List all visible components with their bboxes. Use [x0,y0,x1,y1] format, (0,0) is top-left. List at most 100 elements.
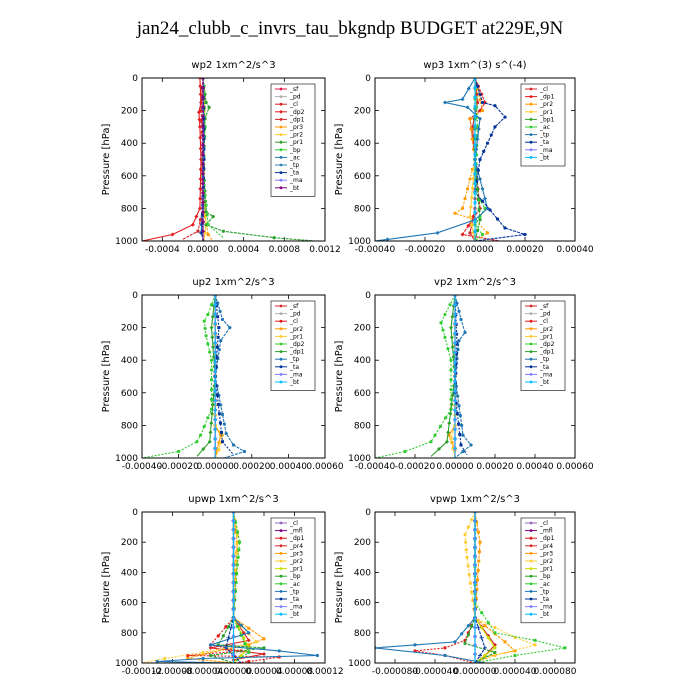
panel-title: wp3 1xm^(3) s^(-4) [423,60,526,71]
data-point [234,530,238,534]
legend-label: _ma [289,371,303,378]
x-tick-label: 0.00008 [276,667,313,677]
legend-marker [529,133,533,137]
legend-marker [529,380,533,384]
data-point [503,115,507,119]
data-point [198,196,203,201]
data-point [476,578,479,582]
y-axis-label: Pressure [hPa] [334,124,345,196]
data-point [199,109,203,113]
data-point [475,587,479,591]
data-point [454,371,458,375]
y-axis-label: Pressure [hPa] [101,341,112,413]
data-point [213,331,218,336]
data-point [493,650,497,655]
legend-label: _dp1 [539,349,555,356]
data-point [211,214,215,219]
data-point [460,206,465,210]
data-point [469,127,473,131]
legend-marker [529,95,533,98]
data-point [435,230,440,235]
data-point [206,312,210,317]
legend-marker [529,87,533,91]
legend-box [270,83,316,197]
legend-label: _ma [539,604,553,611]
data-point [211,345,216,350]
data-point [277,649,281,653]
plot-frame [374,511,576,664]
data-point [201,152,205,157]
legend-label: _bt [289,185,300,192]
data-point [201,171,205,176]
data-point [463,641,467,645]
legend-label: _ta [289,364,299,371]
data-point [243,642,247,646]
legend-marker [279,178,283,182]
y-tick-label: 800 [354,204,371,214]
legend-marker [279,380,283,384]
data-point [493,645,497,650]
y-tick-label: 800 [121,421,138,431]
data-point [222,422,226,426]
panel-title: up2 1xm^2/s^3 [192,277,274,288]
data-point [216,315,220,319]
data-point [453,302,457,307]
y-tick-label: 1000 [348,237,371,247]
y-tick-label: 1000 [115,659,138,669]
data-point [473,210,477,214]
legend-label: _ma [539,371,553,378]
y-tick-label: 800 [121,629,138,639]
legend-label: _pr1 [289,139,303,146]
data-point [201,104,205,109]
x-tick-label: 0.0008 [269,245,301,255]
legend-label: _pr2 [289,326,303,333]
legend-marker [529,612,533,616]
data-point [217,448,221,452]
data-point [483,206,487,210]
data-point [209,368,214,372]
plot-frame [141,77,326,242]
data-point [465,555,469,559]
data-point [219,430,223,434]
legend-label: _bt [289,611,300,618]
data-point [448,303,452,307]
data-point [216,402,220,406]
data-point [209,653,213,658]
data-point [473,124,477,128]
y-tick-label: 600 [354,389,371,399]
y-tick-label: 400 [354,139,371,149]
legend-label: _ta [289,170,299,177]
data-point [473,181,477,186]
data-point [213,379,218,384]
y-axis-label: Pressure [hPa] [101,552,112,624]
y-tick-label: 600 [121,172,138,182]
data-point [470,186,475,191]
legend-label: _dp1 [289,535,305,542]
data-point [198,218,202,222]
panel-title: wp2 1xm^2/s^3 [191,60,275,71]
data-point [454,401,458,405]
data-point [453,360,457,365]
data-point [203,92,207,96]
legend-marker [279,148,283,152]
data-point [247,643,251,647]
data-point [453,427,457,432]
data-point [196,229,200,233]
legend-marker [529,125,533,129]
data-point [198,186,203,191]
data-point [208,645,213,650]
data-point [234,580,238,584]
legend-marker [529,350,533,353]
legend-label: _dp2 [289,109,305,116]
x-tick-label: 0.00000 [215,667,252,677]
data-point [247,659,251,663]
data-point [200,119,204,123]
legend-marker [279,110,283,114]
y-tick-label: 0 [132,74,138,84]
legend-marker [529,590,533,593]
legend-marker [529,140,533,144]
data-point [460,632,464,636]
legend-box [520,517,566,624]
data-point [443,100,447,105]
